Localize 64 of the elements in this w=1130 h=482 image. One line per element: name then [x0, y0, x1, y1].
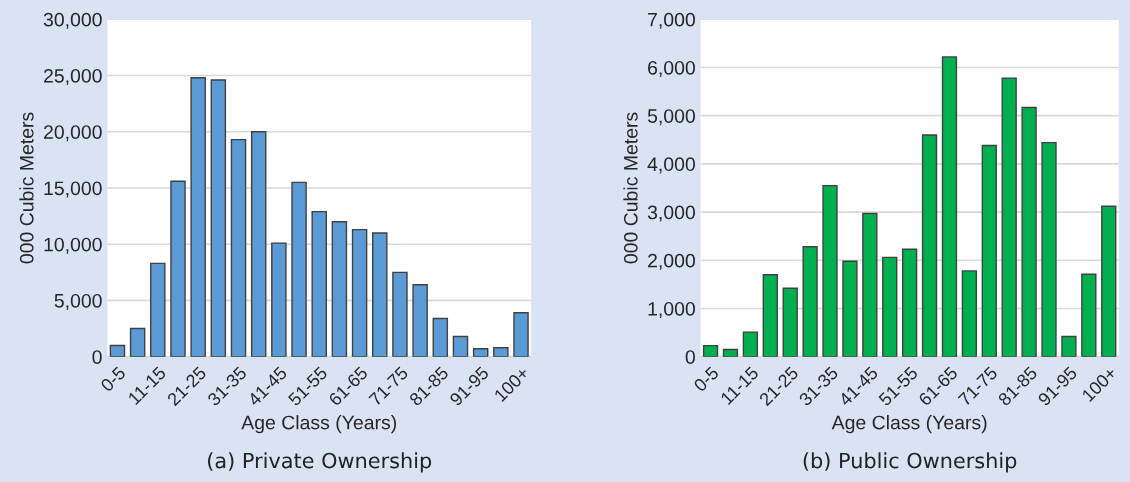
bar [170, 180, 186, 357]
bar [961, 270, 978, 357]
bar [190, 77, 206, 357]
bar [842, 260, 858, 357]
bar [109, 344, 126, 357]
y-tick-label: 25,000 [44, 68, 102, 86]
bar [432, 317, 449, 357]
bar [271, 242, 287, 357]
bar [822, 184, 838, 357]
bar [311, 210, 327, 357]
bar [1081, 273, 1097, 357]
y-tick-label: 2,000 [648, 253, 695, 270]
bar [472, 348, 489, 357]
bar [331, 221, 348, 357]
x-axis-title: Age Class (Years) [241, 415, 397, 434]
bar [1041, 141, 1057, 357]
bar [452, 335, 469, 357]
y-tick-label: 20,000 [44, 125, 102, 142]
bar [210, 79, 227, 357]
bar [742, 331, 759, 357]
y-tick-label: 0 [685, 350, 695, 364]
y-tick-label: 1,000 [648, 301, 695, 319]
bar [129, 327, 146, 357]
x-tick-label: 0-5 [692, 365, 720, 393]
bar [882, 256, 898, 357]
y-tick-label: 6,000 [648, 60, 695, 78]
y-tick-label: 5,000 [647, 109, 695, 126]
y-tick-label: 7,000 [648, 12, 695, 29]
y-axis-title: 000 Cubic Meters [623, 112, 638, 264]
y-tick-label: 30,000 [43, 12, 102, 29]
text: (a) Private Ownership [208, 452, 432, 473]
bar [702, 344, 719, 357]
bar [782, 287, 798, 357]
bar [412, 284, 428, 357]
bar [762, 274, 778, 357]
y-tick-label: 10,000 [44, 237, 102, 254]
bar [1021, 106, 1037, 357]
bar [1001, 77, 1017, 357]
y-axis-title: 000 Cubic Meters [19, 112, 34, 264]
bar [250, 131, 267, 357]
bar [1101, 205, 1117, 357]
bar [372, 232, 388, 357]
y-tick-label: 0 [92, 350, 102, 364]
y-tick-label: 3,000 [647, 205, 695, 222]
bar [493, 346, 509, 357]
y-tick-label: 5,000 [54, 293, 102, 310]
bar [941, 56, 958, 357]
x-axis-title: Age Class (Years) [831, 415, 987, 434]
y-tick-label: 15,000 [44, 181, 102, 198]
bar [901, 248, 918, 357]
bar [1061, 335, 1077, 357]
x-tick-label: 0-5 [99, 365, 127, 393]
y-tick-label: 4,000 [647, 157, 695, 174]
bar [291, 181, 307, 357]
bar [802, 246, 818, 357]
bar [150, 262, 166, 357]
text: (b) Public Ownership [803, 452, 1017, 473]
bar [230, 138, 247, 357]
bar [981, 144, 997, 357]
bar [351, 228, 368, 357]
bar [862, 212, 878, 357]
bar [921, 134, 938, 357]
bar [513, 312, 529, 357]
bar [392, 271, 408, 357]
